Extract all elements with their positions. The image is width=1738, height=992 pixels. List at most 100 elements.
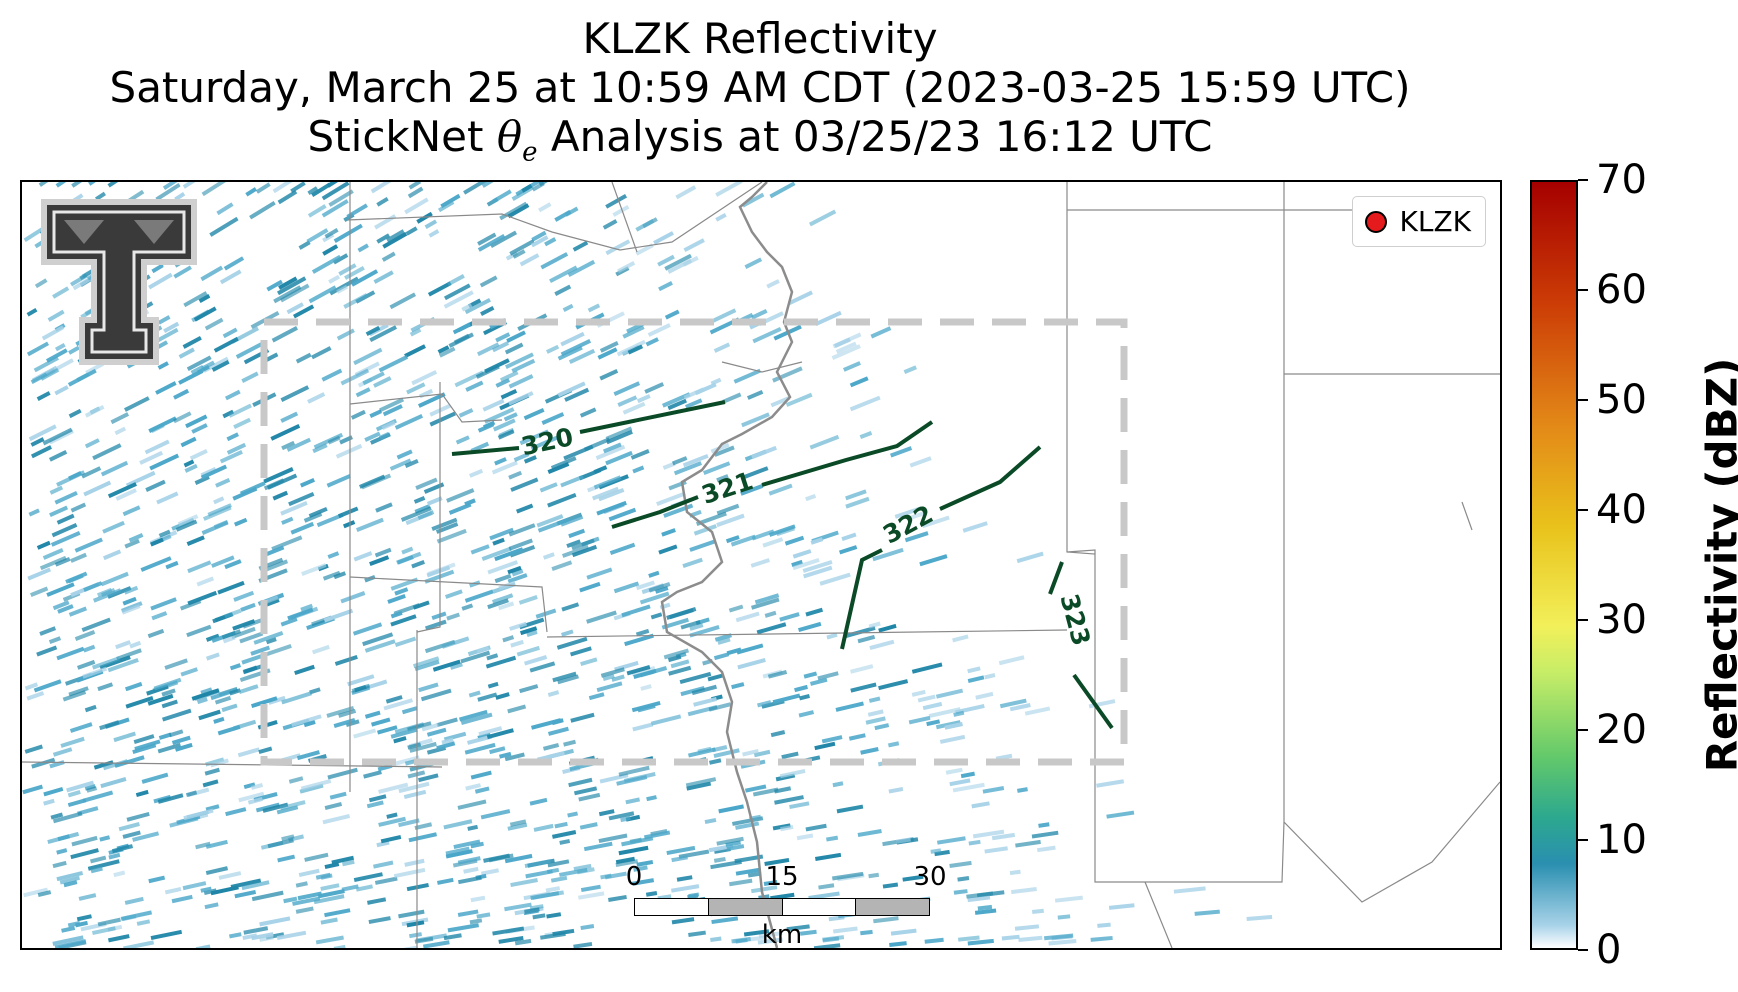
- echo-gate: [821, 735, 843, 744]
- echo-gate: [237, 747, 260, 758]
- echo-gate: [967, 666, 981, 674]
- echo-gate: [514, 938, 532, 946]
- echo-gate: [158, 732, 172, 740]
- echo-gate: [443, 819, 473, 830]
- echo-gate: [150, 423, 165, 433]
- echo-gate: [757, 700, 772, 708]
- echo-gate: [458, 408, 474, 418]
- echo-gate: [937, 836, 966, 845]
- echo-gate: [813, 943, 841, 948]
- echo-gate: [554, 284, 572, 296]
- echo-gate: [494, 457, 507, 466]
- echo-gate: [238, 791, 265, 803]
- echo-gate: [132, 831, 160, 842]
- echo-gate: [644, 382, 665, 394]
- echo-gate: [173, 388, 190, 400]
- echo-gate: [751, 529, 775, 541]
- echo-gate: [183, 808, 214, 821]
- echo-gate: [952, 634, 969, 643]
- echo-gate: [240, 602, 256, 612]
- county-boundaries: [22, 182, 1500, 948]
- echo-gate: [393, 867, 426, 879]
- echo-gate: [542, 552, 555, 560]
- echo-gate: [304, 852, 329, 862]
- echo-gate: [464, 297, 491, 315]
- echo-gate: [186, 624, 212, 638]
- echo-gate: [508, 523, 536, 537]
- echo-gate: [551, 718, 564, 726]
- echo-gate: [68, 686, 89, 697]
- echo-gate: [502, 635, 515, 643]
- echo-gate: [494, 573, 512, 584]
- echo-gate: [670, 884, 700, 893]
- echo-gate: [84, 404, 105, 418]
- echo-gate: [191, 688, 220, 701]
- echo-gate: [729, 878, 753, 887]
- echo-gate: [147, 628, 165, 639]
- echo-gate: [225, 389, 241, 401]
- echo-gate: [620, 816, 631, 823]
- echo-gate: [673, 461, 702, 476]
- echo-gate: [671, 917, 695, 925]
- echo-gate: [54, 939, 87, 948]
- echo-gate: [953, 889, 968, 895]
- echo-gate: [521, 183, 533, 193]
- analysis-domain-box: [260, 318, 1128, 766]
- echo-gate: [519, 253, 540, 267]
- echo-gate: [869, 639, 895, 650]
- echo-gate: [320, 873, 333, 880]
- echo-gate: [668, 665, 692, 676]
- echo-gate: [120, 910, 153, 921]
- echo-gate: [632, 465, 645, 474]
- echo-gate: [249, 200, 276, 220]
- echo-gate: [328, 189, 354, 207]
- echo-gate: [122, 596, 137, 606]
- echo-gate: [290, 182, 306, 193]
- echo-gate: [709, 758, 722, 765]
- echo-gate: [714, 633, 732, 642]
- echo-gate: [187, 560, 212, 574]
- echo-gate: [631, 700, 661, 713]
- echo-gate: [221, 629, 242, 640]
- echo-gate: [814, 741, 836, 751]
- echo-gate: [949, 860, 972, 868]
- echo-gate: [29, 586, 49, 598]
- echo-gate: [52, 600, 70, 611]
- echo-gate: [186, 355, 212, 372]
- echo-gate: [657, 254, 675, 267]
- echo-gate: [493, 418, 516, 432]
- echo-gate: [511, 358, 536, 373]
- echo-gate: [157, 315, 171, 325]
- echo-gate: [882, 882, 899, 889]
- echo-gate: [651, 714, 682, 726]
- echo-gate: [1090, 935, 1113, 942]
- echo-gate: [554, 821, 568, 829]
- echo-gate: [464, 498, 476, 507]
- echo-gate: [803, 565, 833, 579]
- echo-gate: [423, 482, 445, 494]
- echo-gate: [984, 846, 1008, 854]
- echo-gate: [593, 465, 608, 474]
- echo-gate: [423, 940, 450, 948]
- echo-gate: [311, 182, 331, 198]
- echo-gate: [450, 662, 463, 670]
- echo-gate: [336, 284, 349, 294]
- echo-gate: [488, 853, 514, 863]
- echo-gate: [653, 231, 674, 245]
- echo-gate: [39, 626, 57, 636]
- echo-gate: [974, 908, 997, 915]
- echo-gate: [108, 852, 121, 860]
- echo-gate: [151, 611, 168, 621]
- echo-gate: [498, 601, 515, 611]
- echo-gate: [967, 938, 994, 946]
- echo-gate: [497, 429, 515, 440]
- echo-gate: [733, 368, 762, 384]
- echo-gate: [71, 182, 99, 188]
- echo-gate: [303, 720, 316, 728]
- echo-gate: [362, 371, 385, 386]
- echo-gate: [661, 392, 691, 408]
- echo-gate: [579, 407, 597, 418]
- echo-gate: [693, 524, 717, 536]
- echo-gate: [369, 325, 398, 343]
- echo-gate: [984, 673, 996, 680]
